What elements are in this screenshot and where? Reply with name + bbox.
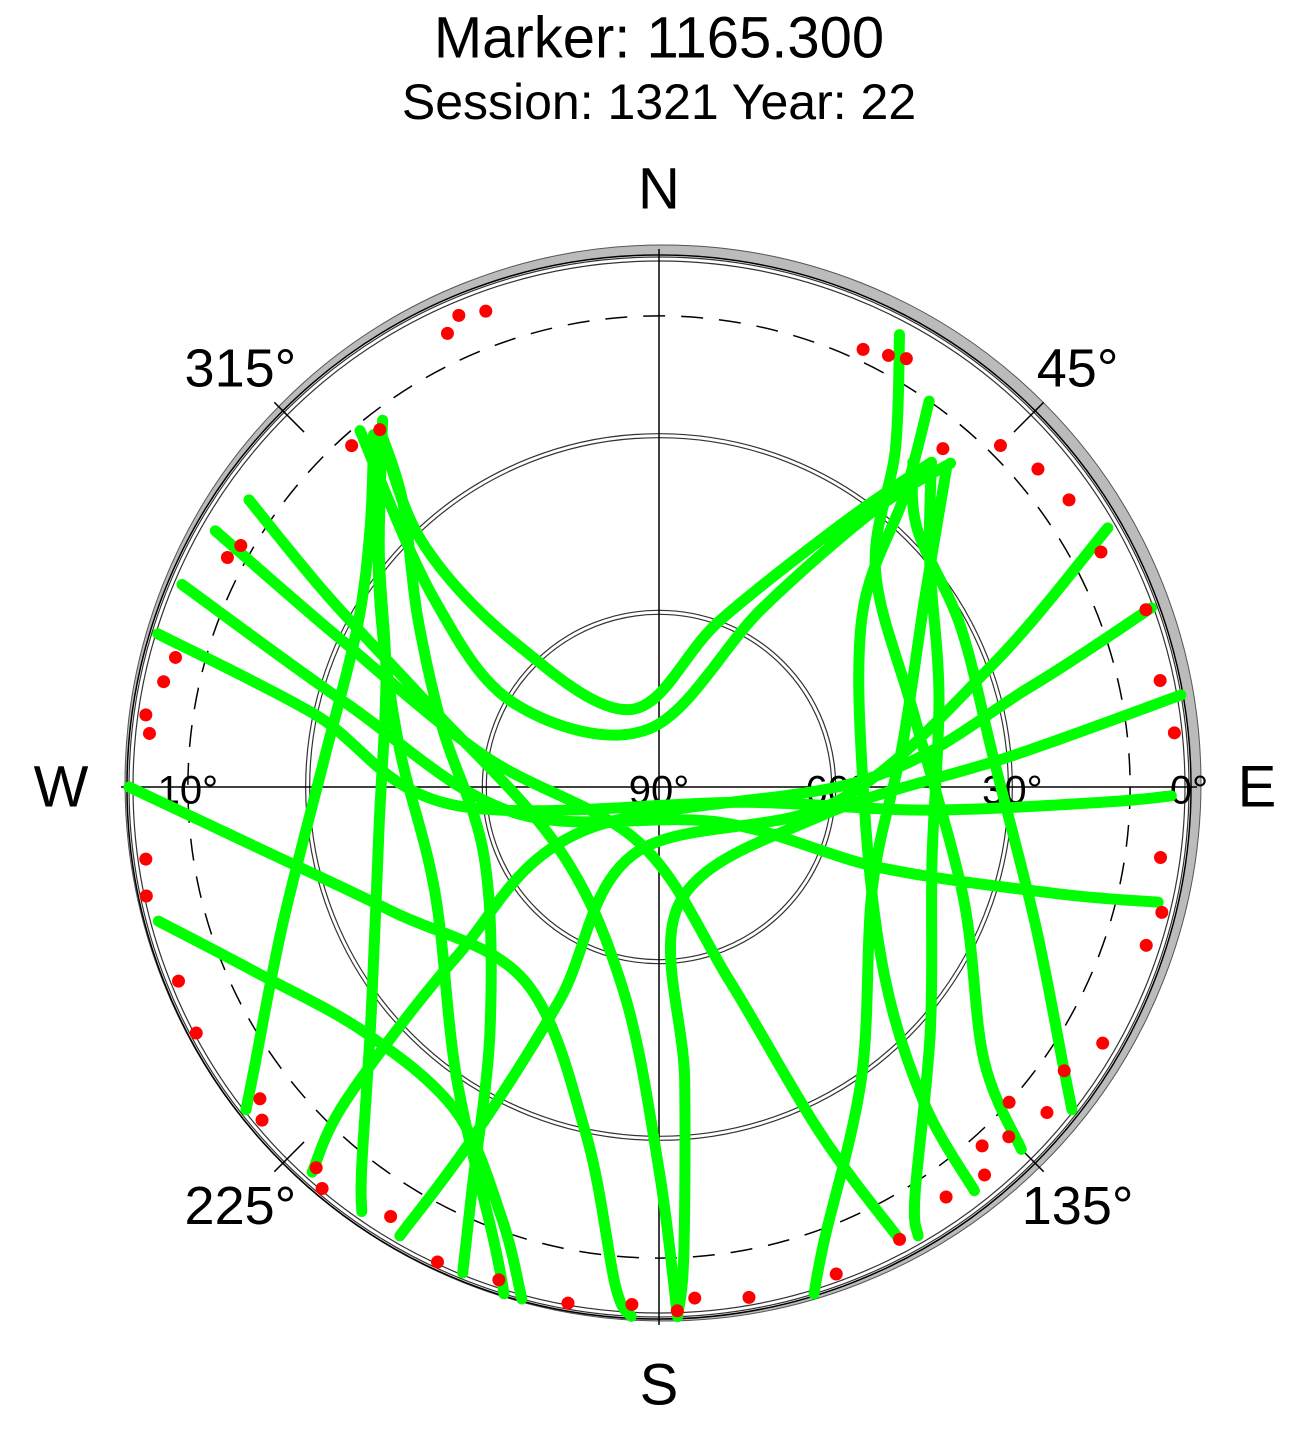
observation-point	[1139, 603, 1153, 617]
observation-point	[157, 675, 171, 689]
observation-point	[255, 1113, 269, 1127]
azimuth-label: N	[638, 156, 680, 221]
elevation-tick-label: 0°	[1170, 769, 1208, 813]
observation-point	[315, 1181, 329, 1195]
chart-subtitle: Session: 1321 Year: 22	[402, 74, 916, 130]
observation-point	[479, 304, 493, 318]
observation-point	[1002, 1095, 1016, 1109]
observation-point	[234, 539, 248, 553]
observation-point	[1057, 1064, 1071, 1078]
observation-point	[1167, 726, 1181, 740]
observation-point	[688, 1291, 702, 1305]
chart-title: Marker: 1165.300	[434, 5, 884, 70]
azimuth-tick	[1013, 401, 1045, 433]
observation-point	[431, 1255, 445, 1269]
azimuth-label: E	[1238, 754, 1277, 819]
observation-point	[939, 1190, 953, 1204]
observation-point	[142, 726, 156, 740]
observation-point	[881, 348, 895, 362]
observation-point	[1031, 462, 1045, 476]
observation-point	[899, 352, 913, 366]
observation-point	[384, 1209, 398, 1223]
observation-point	[139, 708, 153, 722]
azimuth-label: 45°	[1037, 339, 1119, 399]
observation-point	[220, 551, 234, 565]
azimuth-label: 315°	[185, 339, 297, 399]
observation-point	[1154, 850, 1168, 864]
observation-point	[975, 1139, 989, 1153]
observation-point	[893, 1232, 907, 1246]
azimuth-label: 225°	[185, 1176, 297, 1236]
observation-point	[253, 1092, 267, 1106]
observation-point	[625, 1298, 639, 1312]
observation-point	[1040, 1106, 1054, 1120]
observation-point	[139, 889, 153, 903]
observation-point	[1155, 905, 1169, 919]
observation-point	[1096, 1036, 1110, 1050]
observation-point	[373, 423, 387, 437]
observation-point	[829, 1267, 843, 1281]
observation-point	[1094, 545, 1108, 559]
azimuth-tick	[273, 401, 305, 433]
observation-point	[670, 1304, 684, 1318]
observation-point	[561, 1296, 575, 1310]
observation-point	[169, 650, 183, 664]
observation-point	[492, 1273, 506, 1287]
observation-point	[139, 852, 153, 866]
observation-point	[440, 326, 454, 340]
satellite-track	[123, 329, 1187, 1323]
observation-point	[1002, 1130, 1016, 1144]
observation-point	[309, 1161, 323, 1175]
azimuth-label: 135°	[1022, 1176, 1134, 1236]
observation-point	[189, 1026, 203, 1040]
observation-point	[856, 342, 870, 356]
observation-point	[742, 1290, 756, 1304]
observation-point	[936, 442, 950, 456]
azimuth-label: S	[640, 1352, 679, 1417]
azimuth-tick	[273, 1141, 305, 1173]
observation-point	[1153, 673, 1167, 687]
observation-point	[172, 974, 186, 988]
observation-point	[345, 439, 359, 453]
observation-point	[1139, 938, 1153, 952]
observation-point	[452, 308, 466, 322]
observation-point	[978, 1168, 992, 1182]
observation-point	[993, 439, 1007, 453]
observation-point	[1062, 493, 1076, 507]
azimuth-label: W	[34, 754, 89, 819]
